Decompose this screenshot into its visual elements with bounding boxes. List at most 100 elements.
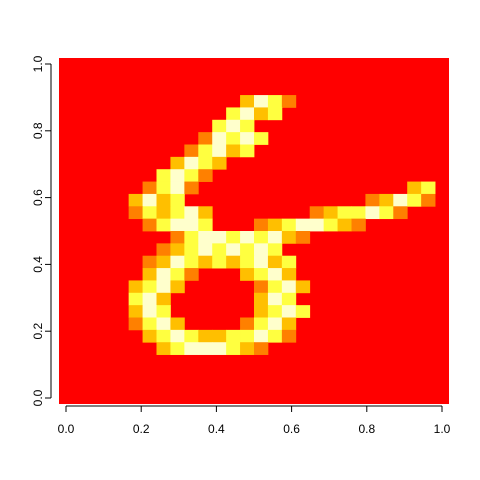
heatmap-cell bbox=[240, 317, 255, 331]
heatmap-cell bbox=[226, 144, 241, 158]
heatmap-cell bbox=[184, 342, 199, 355]
heatmap-cell bbox=[267, 305, 283, 318]
heatmap-cell bbox=[156, 268, 171, 281]
heatmap-cell bbox=[184, 243, 199, 257]
heatmap-cell bbox=[267, 243, 283, 257]
heatmap-cell bbox=[309, 218, 325, 232]
heatmap-cell bbox=[351, 218, 366, 232]
heatmap-cell bbox=[267, 95, 283, 108]
heatmap-cell bbox=[170, 231, 185, 244]
heatmap-cell bbox=[170, 342, 185, 355]
heatmap-cell bbox=[281, 280, 297, 294]
heatmap-cell bbox=[184, 231, 199, 244]
y-tick-label: 0.2 bbox=[31, 323, 45, 340]
heatmap-cell bbox=[184, 329, 199, 343]
heatmap-cell bbox=[295, 305, 311, 318]
heatmap-cell bbox=[226, 132, 241, 145]
heatmap-cell bbox=[156, 292, 171, 306]
heatmap-cell bbox=[267, 317, 283, 331]
heatmap-cell bbox=[254, 243, 269, 257]
heatmap-cell bbox=[267, 329, 283, 343]
heatmap-cell bbox=[184, 144, 199, 158]
heatmap-cell bbox=[184, 181, 199, 195]
heatmap-cell bbox=[156, 342, 171, 355]
heatmap-cell bbox=[142, 206, 157, 220]
heatmap-cell bbox=[281, 317, 297, 331]
heatmap-cell bbox=[156, 181, 171, 195]
heatmap-cell bbox=[198, 206, 213, 220]
heatmap-cell bbox=[267, 268, 283, 281]
heatmap-cell bbox=[170, 169, 185, 182]
heatmap-cell bbox=[142, 181, 157, 195]
heatmap-cell bbox=[267, 107, 283, 121]
heatmap-cell bbox=[142, 280, 157, 294]
x-axis: 0.0 0.2 0.4 0.6 0.8 1.0 bbox=[58, 405, 451, 436]
heatmap-cell bbox=[212, 132, 227, 145]
heatmap-cell bbox=[128, 206, 143, 220]
heatmap-cell bbox=[295, 280, 311, 294]
heatmap-cell bbox=[198, 169, 213, 182]
heatmap-cell bbox=[142, 268, 157, 281]
heatmap-cell bbox=[156, 169, 171, 182]
heatmap-cell bbox=[254, 280, 269, 294]
heatmap-cell bbox=[184, 218, 199, 232]
heatmap-cell bbox=[309, 206, 325, 220]
heatmap-cell bbox=[379, 193, 394, 207]
heatmap-cell bbox=[198, 218, 213, 232]
heatmap-cell bbox=[240, 95, 255, 108]
heatmap-cell bbox=[198, 255, 213, 269]
heatmap-cell bbox=[267, 218, 283, 232]
heatmap-cell bbox=[267, 292, 283, 306]
heatmap-cell bbox=[156, 218, 171, 232]
heatmap-cell bbox=[281, 231, 297, 244]
heatmap-cell bbox=[170, 317, 185, 331]
heatmap-cell bbox=[156, 255, 171, 269]
heatmap-cell bbox=[212, 156, 227, 170]
x-tick-label: 0.2 bbox=[133, 422, 150, 436]
heatmap-cell bbox=[198, 132, 213, 145]
heatmap-cell bbox=[170, 218, 185, 232]
heatmap-cell bbox=[198, 231, 213, 244]
heatmap-cell bbox=[240, 268, 255, 281]
heatmap-cell bbox=[226, 329, 241, 343]
heatmap-cell bbox=[421, 181, 436, 195]
heatmap-cell bbox=[254, 255, 269, 269]
y-tick-label: 1.0 bbox=[31, 55, 45, 72]
heatmap-cell bbox=[254, 342, 269, 355]
heatmap-cell bbox=[170, 268, 185, 281]
heatmap-cell bbox=[198, 243, 213, 257]
heatmap-cell bbox=[198, 329, 213, 343]
heatmap-cell bbox=[254, 329, 269, 343]
heatmap-cell bbox=[267, 280, 283, 294]
heatmap-cell bbox=[323, 218, 338, 232]
heatmap-cell bbox=[212, 243, 227, 257]
heatmap-cell bbox=[128, 317, 143, 331]
heatmap-cell bbox=[267, 255, 283, 269]
x-tick-label: 1.0 bbox=[434, 422, 451, 436]
heatmap-cell bbox=[170, 255, 185, 269]
heatmap-cell bbox=[323, 206, 338, 220]
heatmap-cell bbox=[295, 218, 311, 232]
heatmap-cell bbox=[337, 206, 352, 220]
heatmap-cell bbox=[184, 255, 199, 269]
heatmap-cell bbox=[142, 255, 157, 269]
heatmap-cell bbox=[156, 280, 171, 294]
heatmap-cell bbox=[156, 243, 171, 257]
heatmap-cell bbox=[226, 243, 241, 257]
heatmap-cell bbox=[170, 243, 185, 257]
heatmap-cell bbox=[226, 231, 241, 244]
heatmap-cell bbox=[142, 193, 157, 207]
heatmap-cell bbox=[240, 144, 255, 158]
y-tick-label: 0.4 bbox=[31, 256, 45, 273]
heatmap-cell bbox=[281, 305, 297, 318]
heatmap-cell bbox=[254, 218, 269, 232]
heatmap-cell bbox=[212, 342, 227, 355]
heatmap-cell bbox=[254, 231, 269, 244]
heatmap-cell bbox=[295, 231, 311, 244]
heatmap-cell bbox=[170, 280, 185, 294]
heatmap-cell bbox=[421, 193, 436, 207]
heatmap-cell bbox=[198, 342, 213, 355]
heatmap-cell bbox=[184, 156, 199, 170]
y-tick-label: 0.8 bbox=[31, 122, 45, 139]
